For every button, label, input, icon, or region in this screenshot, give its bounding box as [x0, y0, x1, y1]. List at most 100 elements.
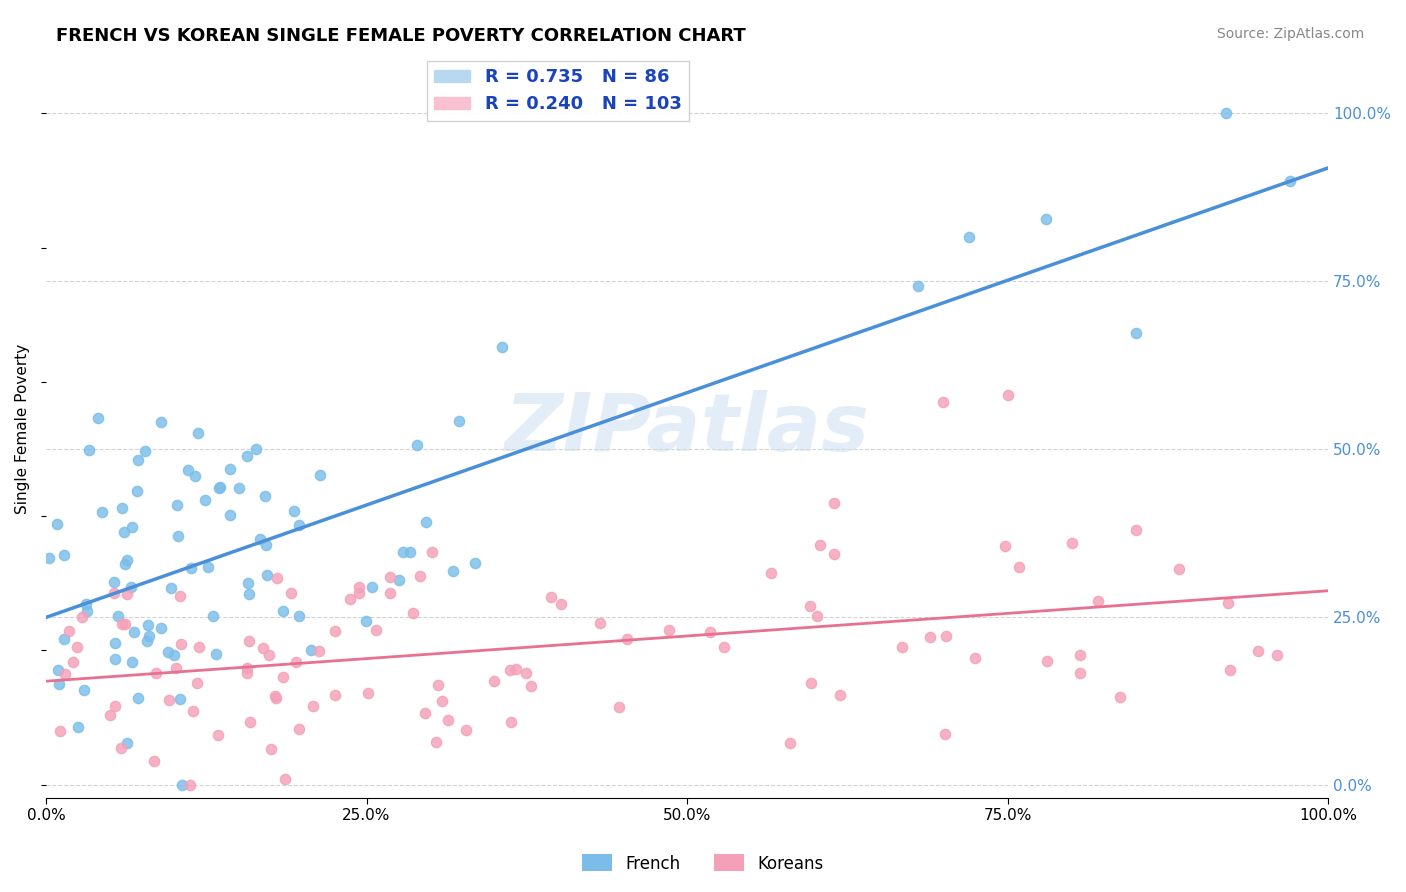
Point — [208, 481, 231, 495]
Point — [449, 413, 471, 427]
Point — [501, 714, 523, 729]
Point — [160, 581, 183, 595]
Point — [1036, 654, 1059, 668]
Text: FRENCH VS KOREAN SINGLE FEMALE POVERTY CORRELATION CHART: FRENCH VS KOREAN SINGLE FEMALE POVERTY C… — [56, 27, 747, 45]
Point — [907, 278, 929, 293]
Text: Source: ZipAtlas.com: Source: ZipAtlas.com — [1216, 27, 1364, 41]
Point — [53, 548, 76, 562]
Point — [79, 442, 101, 457]
Point — [46, 664, 69, 678]
Point — [62, 655, 84, 669]
Point — [658, 623, 681, 637]
Point — [122, 625, 145, 640]
Point — [209, 480, 232, 494]
Point — [515, 665, 537, 680]
Point — [201, 608, 224, 623]
Point — [589, 616, 612, 631]
Point — [1219, 663, 1241, 677]
Point — [194, 492, 217, 507]
Point — [207, 728, 229, 742]
Point — [285, 655, 308, 669]
Point — [157, 693, 180, 707]
Point — [114, 617, 136, 632]
Point — [115, 736, 138, 750]
Point — [699, 624, 721, 639]
Point — [354, 614, 377, 628]
Point — [806, 608, 828, 623]
Point — [264, 690, 287, 704]
Point — [918, 630, 941, 644]
Point — [186, 675, 208, 690]
Point — [430, 694, 453, 708]
Point — [238, 634, 260, 648]
Point — [1008, 560, 1031, 574]
Point — [997, 388, 1019, 402]
Point — [1218, 596, 1240, 610]
Point — [550, 597, 572, 611]
Point — [415, 515, 437, 529]
Point — [184, 468, 207, 483]
Point — [205, 647, 228, 661]
Point — [1168, 562, 1191, 576]
Point — [218, 508, 240, 522]
Point — [38, 550, 60, 565]
Point — [169, 691, 191, 706]
Point — [249, 532, 271, 546]
Point — [1060, 536, 1083, 550]
Point — [308, 468, 330, 483]
Point — [1087, 593, 1109, 607]
Point — [181, 704, 204, 718]
Point — [360, 580, 382, 594]
Point — [616, 632, 638, 647]
Point — [114, 558, 136, 572]
Point — [73, 682, 96, 697]
Point — [253, 489, 276, 503]
Point — [339, 592, 361, 607]
Point — [1069, 648, 1091, 662]
Point — [1035, 212, 1057, 227]
Point — [934, 727, 956, 741]
Point — [427, 677, 450, 691]
Point — [235, 665, 257, 680]
Point — [219, 462, 242, 476]
Point — [1278, 174, 1301, 188]
Point — [436, 713, 458, 727]
Point — [830, 688, 852, 702]
Point — [271, 670, 294, 684]
Point — [890, 640, 912, 654]
Point — [67, 720, 90, 734]
Point — [127, 452, 149, 467]
Point — [425, 735, 447, 749]
Legend: R = 0.735   N = 86, R = 0.240   N = 103: R = 0.735 N = 86, R = 0.240 N = 103 — [427, 62, 689, 120]
Point — [759, 566, 782, 581]
Point — [398, 544, 420, 558]
Point — [110, 740, 132, 755]
Point — [52, 632, 75, 646]
Point — [104, 652, 127, 666]
Point — [72, 610, 94, 624]
Point — [103, 636, 125, 650]
Point — [136, 618, 159, 632]
Point — [993, 540, 1015, 554]
Point — [799, 599, 821, 614]
Point — [115, 587, 138, 601]
Point — [157, 645, 180, 659]
Point — [491, 340, 513, 354]
Point — [271, 603, 294, 617]
Point — [299, 643, 322, 657]
Point — [540, 590, 562, 604]
Point — [301, 699, 323, 714]
Point — [441, 564, 464, 578]
Point — [1215, 106, 1237, 120]
Point — [264, 691, 287, 706]
Point — [824, 547, 846, 561]
Point — [143, 754, 166, 768]
Point — [145, 666, 167, 681]
Point — [280, 585, 302, 599]
Point — [260, 741, 283, 756]
Point — [127, 484, 149, 499]
Point — [357, 686, 380, 700]
Point — [323, 624, 346, 639]
Point — [779, 736, 801, 750]
Point — [800, 675, 823, 690]
